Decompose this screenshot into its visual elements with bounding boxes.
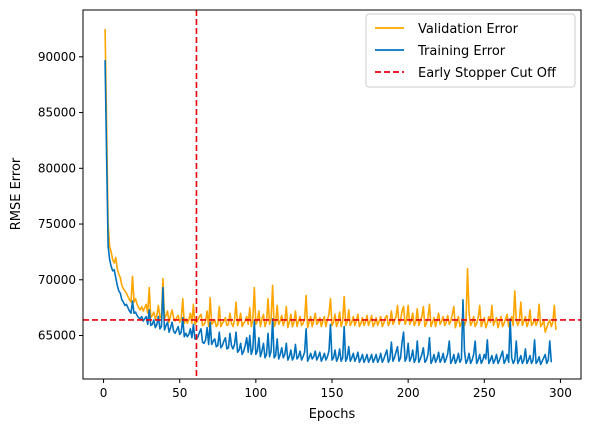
- x-axis-ticks: 0 50 100 150 200 250 300: [100, 379, 572, 400]
- legend-label-early-stopper: Early Stopper Cut Off: [418, 66, 557, 81]
- y-tick-label: 65000: [38, 329, 76, 343]
- y-tick-label: 85000: [38, 106, 76, 120]
- reference-lines: [83, 10, 581, 379]
- x-tick-label: 300: [549, 386, 572, 400]
- legend-frame: [365, 13, 576, 88]
- y-tick-label: 75000: [38, 217, 76, 231]
- y-tick-label: 90000: [38, 50, 76, 64]
- x-tick-label: 200: [397, 386, 420, 400]
- legend-label-training: Training Error: [417, 44, 506, 59]
- y-tick-label: 70000: [38, 273, 76, 287]
- legend-label-validation: Validation Error: [418, 22, 519, 37]
- y-axis-label: RMSE Error: [9, 157, 24, 230]
- x-tick-label: 150: [321, 386, 344, 400]
- series-line-training: [104, 60, 553, 366]
- y-tick-label: 80000: [38, 161, 76, 175]
- x-tick-label: 50: [172, 386, 187, 400]
- x-tick-label: 100: [244, 386, 267, 400]
- x-tick-label: 250: [473, 386, 496, 400]
- x-axis-label: Epochs: [309, 407, 356, 422]
- y-axis-ticks: 65000 70000 75000 80000 85000 90000: [38, 50, 83, 343]
- x-tick-label: 0: [100, 386, 108, 400]
- legend: Validation Error Training Error Early St…: [365, 13, 576, 88]
